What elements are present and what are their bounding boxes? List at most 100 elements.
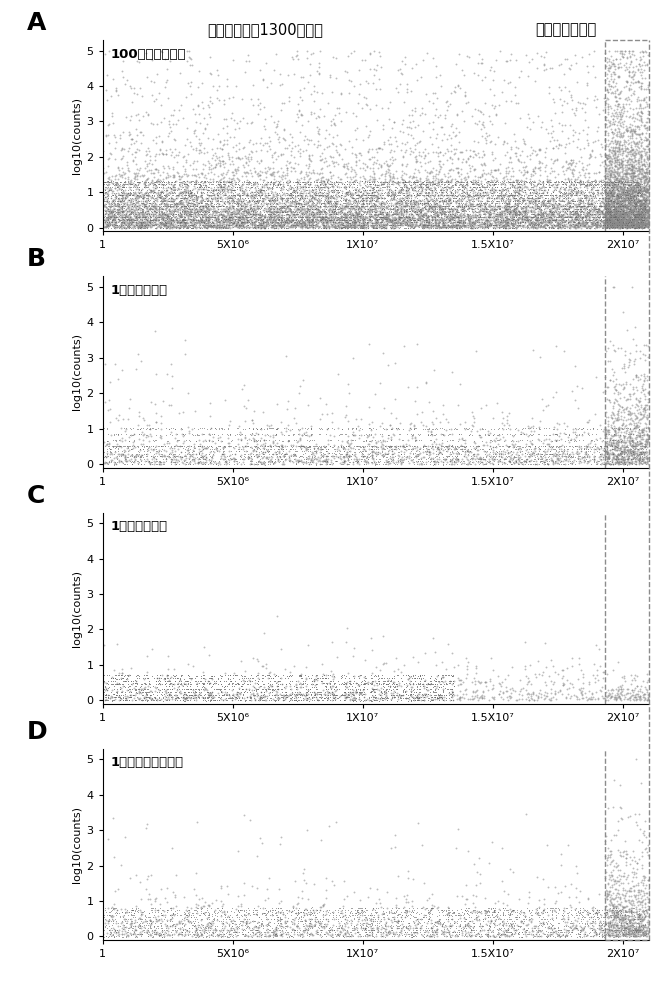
Point [383, 442, 394, 458]
Point [493, 893, 503, 909]
Point [412, 925, 422, 941]
Point [545, 902, 555, 918]
Point [421, 214, 432, 230]
Point [500, 202, 510, 218]
Point [200, 689, 211, 705]
Point [278, 212, 289, 228]
Point [577, 426, 588, 442]
Point [446, 218, 456, 234]
Point [330, 220, 340, 236]
Point [485, 174, 495, 190]
Point [320, 679, 331, 695]
Point [622, 140, 632, 156]
Point [438, 198, 448, 214]
Point [406, 927, 416, 943]
Point [460, 920, 471, 936]
Point [618, 209, 629, 225]
Point [111, 439, 122, 455]
Point [613, 187, 624, 203]
Point [285, 178, 295, 194]
Point [444, 451, 455, 467]
Point [487, 174, 497, 190]
Point [639, 118, 649, 134]
Point [510, 453, 520, 469]
Point [637, 424, 647, 440]
Point [198, 681, 209, 697]
Point [615, 875, 626, 891]
Point [148, 919, 159, 935]
Point [479, 187, 489, 203]
Point [631, 220, 641, 236]
Point [371, 421, 381, 437]
Point [539, 195, 549, 211]
Point [261, 450, 271, 466]
Point [359, 182, 370, 198]
Point [624, 927, 634, 943]
Point [293, 421, 303, 437]
Point [448, 215, 458, 231]
Point [111, 204, 122, 220]
Point [189, 122, 200, 138]
Point [228, 912, 238, 928]
Point [406, 83, 416, 99]
Point [368, 209, 379, 225]
Point [111, 448, 122, 464]
Point [417, 927, 428, 943]
Point [639, 449, 650, 465]
Point [434, 904, 444, 920]
Point [354, 205, 365, 221]
Point [527, 209, 538, 225]
Point [243, 451, 254, 467]
Point [388, 169, 399, 185]
Point [641, 217, 651, 233]
Point [258, 218, 269, 234]
Point [608, 85, 618, 101]
Point [506, 913, 517, 929]
Point [136, 911, 146, 927]
Point [554, 192, 565, 208]
Point [126, 193, 136, 209]
Point [502, 213, 513, 229]
Point [356, 215, 367, 231]
Point [123, 185, 134, 201]
Point [608, 364, 619, 380]
Point [189, 673, 200, 689]
Point [210, 210, 220, 226]
Point [594, 201, 604, 217]
Point [459, 905, 469, 921]
Point [618, 925, 628, 941]
Point [506, 916, 517, 932]
Point [180, 174, 191, 190]
Point [621, 926, 632, 942]
Point [422, 208, 433, 224]
Point [520, 164, 530, 180]
Point [200, 692, 211, 708]
Point [107, 203, 118, 219]
Point [350, 693, 361, 709]
Point [500, 115, 510, 131]
Point [572, 217, 583, 233]
Point [370, 196, 381, 212]
Point [561, 448, 571, 464]
Point [633, 877, 643, 893]
Point [308, 105, 319, 121]
Point [422, 924, 433, 940]
Point [608, 193, 618, 209]
Point [140, 215, 150, 231]
Point [170, 426, 181, 442]
Point [345, 218, 355, 234]
Point [535, 190, 545, 206]
Point [508, 216, 518, 232]
Point [367, 441, 378, 457]
Point [641, 454, 652, 470]
Point [183, 220, 194, 236]
Point [241, 209, 252, 225]
Point [226, 928, 237, 944]
Point [438, 205, 449, 221]
Point [638, 199, 648, 215]
Point [276, 190, 287, 206]
Point [109, 177, 120, 193]
Point [220, 190, 231, 206]
Point [611, 442, 622, 458]
Point [246, 165, 256, 181]
